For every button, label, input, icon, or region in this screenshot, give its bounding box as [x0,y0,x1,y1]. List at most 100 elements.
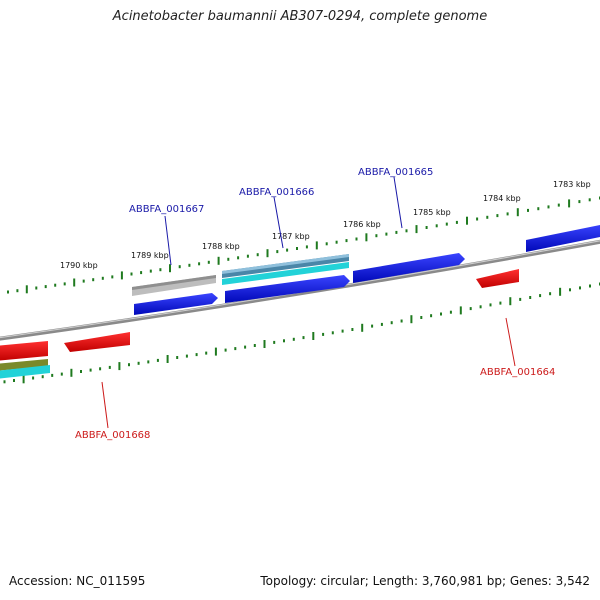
major-tick [315,241,318,250]
major-tick [365,233,368,242]
gene-forward-c[interactable] [353,253,465,283]
major-tick [410,315,413,324]
minor-tick [149,269,152,273]
minor-tick [469,307,472,311]
minor-tick [322,332,325,336]
minor-tick [227,257,230,261]
minor-tick [425,226,428,229]
minor-tick [41,375,44,379]
gene-olive[interactable] [0,359,48,371]
minor-tick [479,305,482,309]
minor-tick [390,321,393,325]
minor-tick [557,203,560,207]
map-title: Acinetobacter baumannii AB307-0294, comp… [112,9,488,24]
minor-tick [276,250,279,254]
minor-tick [455,220,458,224]
leader-line [101,381,109,429]
minor-tick [237,256,240,260]
minor-tick [325,242,328,246]
minor-tick [375,234,378,238]
tick-label: 1784 kbp [483,194,521,203]
leader-line [393,176,403,229]
minor-tick [13,379,15,382]
major-tick [166,355,169,363]
genome-stats: Topology: circular; Length: 3,760,981 bp… [260,574,590,588]
minor-tick [283,339,285,343]
minor-tick [305,245,308,249]
minor-tick [195,353,198,357]
tick-label: 1785 kbp [413,208,451,217]
minor-tick [519,297,522,301]
major-tick [361,323,364,332]
minor-tick [7,290,9,294]
gene-1666-teal[interactable] [222,254,349,278]
gene-forward-d[interactable] [526,224,600,252]
minor-tick [579,286,581,290]
gene-label-1664[interactable]: ABBFA_001664 [480,367,555,378]
leader-line [273,196,284,249]
major-tick [118,362,121,371]
minor-tick [385,232,388,236]
gene-label-1666[interactable]: ABBFA_001666 [239,187,314,198]
minor-tick [159,268,162,272]
gene-label-1665[interactable]: ABBFA_001665 [358,167,433,178]
minor-tick [89,368,92,372]
major-tick [466,216,468,225]
major-tick [509,297,512,306]
inner-tick-ring [3,282,600,384]
minor-tick [92,278,95,282]
gene-label-1668[interactable]: ABBFA_001668 [75,430,150,441]
minor-tick [435,224,438,228]
gene-pseudo-1667[interactable] [132,275,216,296]
minor-tick [539,294,542,298]
minor-tick [527,208,529,212]
gene-reverse-a[interactable] [64,332,130,352]
minor-tick [128,363,130,367]
minor-tick [35,286,38,290]
minor-tick [111,275,114,279]
minor-tick [246,254,249,258]
minor-tick [185,354,188,358]
gene-reverse-1668[interactable] [0,341,48,361]
major-tick [214,347,217,356]
minor-tick [547,205,550,209]
major-tick [568,199,571,208]
minor-tick [395,230,398,234]
minor-tick [198,262,201,266]
minor-tick [296,247,298,250]
minor-tick [244,345,247,349]
minor-tick [292,337,295,341]
gene-forward-a[interactable] [134,293,218,315]
minor-tick [176,356,179,359]
major-tick [120,271,123,280]
minor-tick [351,328,354,331]
minor-tick [537,207,540,211]
minor-tick [234,347,237,351]
gene-label-1667[interactable]: ABBFA_001667 [129,204,204,215]
minor-tick [345,239,348,243]
leader-line [505,317,516,367]
minor-tick [137,361,140,365]
minor-tick [99,367,102,371]
minor-tick [63,282,66,286]
major-tick [22,375,25,384]
minor-tick [80,370,82,373]
gene-reverse-1664[interactable] [476,269,519,288]
minor-tick [430,314,433,318]
minor-tick [549,292,552,296]
gene-forward-b[interactable] [225,275,350,303]
minor-tick [54,283,57,287]
minor-tick [445,222,448,226]
major-tick [516,208,519,217]
gene-cyan-left[interactable] [0,365,50,379]
minor-tick [101,276,104,280]
tick-label: 1790 kbp [60,261,98,270]
gene-1666-cyan[interactable] [222,262,349,285]
minor-tick [156,358,159,362]
major-tick [415,225,418,234]
minor-tick [302,336,305,340]
minor-tick [420,316,423,319]
major-tick [217,256,220,265]
minor-tick [3,380,6,384]
minor-tick [489,303,492,307]
